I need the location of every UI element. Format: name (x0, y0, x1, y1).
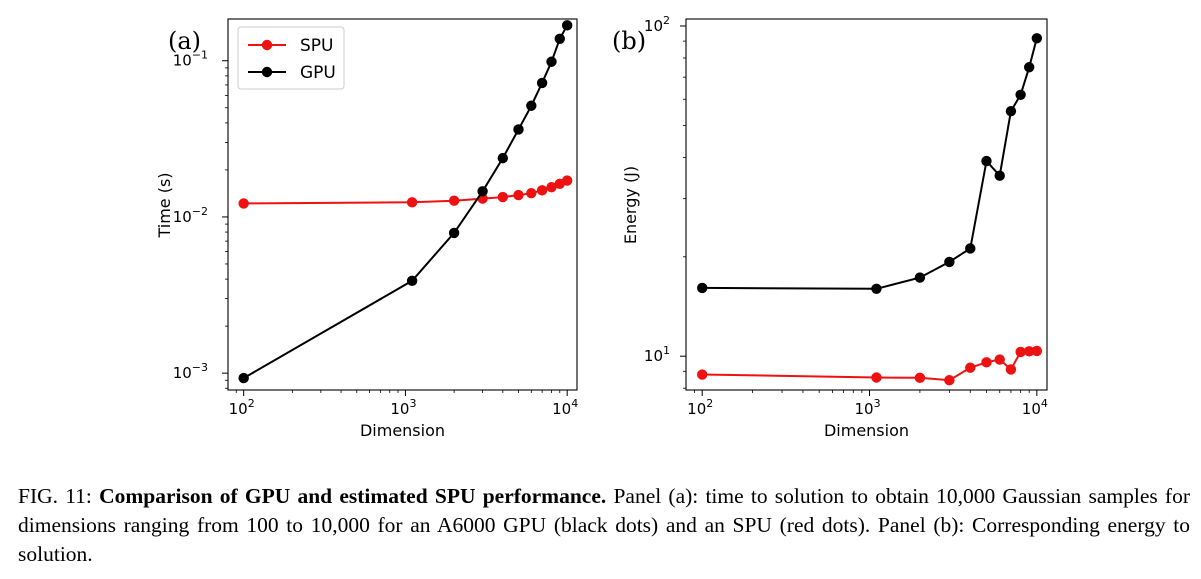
series-2-point (994, 354, 1005, 365)
gpu-point (448, 227, 460, 239)
legend-label: GPU (300, 63, 336, 83)
legend: SPU GPU (237, 26, 345, 90)
plot-frame (227, 18, 578, 391)
gpu-point (238, 372, 249, 384)
series-2-point (944, 374, 955, 386)
plot-frame (685, 18, 1048, 391)
spu-point (406, 197, 418, 208)
legend-label: SPU (300, 36, 334, 56)
series-1-point (871, 283, 882, 294)
y-axis-label: Energy (J) (621, 166, 640, 244)
gpu-point (526, 100, 537, 111)
series-1-point (965, 243, 976, 254)
series-2-point (871, 372, 882, 383)
spu-point (238, 198, 249, 209)
series-2-point (981, 357, 992, 368)
series-2-point (697, 369, 708, 380)
series-1-point (994, 170, 1005, 181)
series-2-point (1005, 364, 1017, 375)
figure-caption: FIG. 11: Comparison of GPU and estimated… (18, 482, 1190, 569)
series-1-point (1023, 62, 1035, 73)
series-2-point (1031, 345, 1043, 357)
series-2-point (914, 372, 926, 384)
y-tick-label: 10−3 (173, 361, 208, 382)
gpu-point (477, 186, 488, 197)
x-axis-label: Dimension (824, 421, 909, 440)
panel-label: (a) (168, 27, 201, 55)
gpu-point (546, 56, 557, 67)
caption-body: Panel (a): time to solution to obtain 10… (18, 484, 1190, 566)
x-tick-label: 104 (552, 397, 578, 418)
spu-point (513, 189, 524, 201)
spu-point (536, 185, 548, 196)
gpu-point (554, 33, 565, 44)
series-2-point (1023, 346, 1035, 357)
series-2-point (1015, 346, 1026, 358)
gpu-point (536, 77, 548, 89)
series-1-point (914, 272, 926, 283)
gpu-point (497, 152, 509, 164)
gpu-point (561, 20, 573, 31)
y-tick-label: 101 (644, 344, 670, 365)
series-1-point (981, 155, 992, 167)
x-axis-label: Dimension (360, 421, 445, 440)
spu-point (546, 182, 557, 193)
spu-point (526, 187, 537, 199)
legend-swatch-marker (261, 39, 273, 51)
series-1-point (1015, 89, 1026, 100)
caption-fig-label: FIG. 11: (18, 484, 92, 508)
series-1-point (1031, 33, 1043, 44)
caption-bold-title: Comparison of GPU and estimated SPU perf… (99, 484, 607, 508)
series-1-point (944, 256, 955, 268)
series-2-point (965, 362, 976, 373)
x-tick-label: 104 (1022, 397, 1048, 418)
spu-point (561, 175, 573, 186)
legend-swatch-marker (261, 66, 273, 78)
spu-point (497, 191, 509, 203)
panel-label: (b) (612, 27, 646, 55)
x-tick-label: 102 (229, 397, 255, 418)
spu-point (448, 195, 460, 206)
x-tick-label: 102 (687, 397, 713, 418)
panel-b: 102 103 104 101 102 Dimension Energy (J) (b) (612, 14, 1048, 440)
series-1-point (1005, 106, 1017, 117)
x-tick-label: 103 (390, 397, 416, 418)
gpu-point (513, 124, 524, 135)
y-axis-label: Time (s) (155, 172, 174, 238)
y-tick-label: 10−2 (173, 205, 208, 226)
series-1-point (697, 282, 708, 294)
x-tick-label: 103 (854, 397, 880, 418)
gpu-point (406, 275, 418, 287)
y-tick-label: 102 (644, 14, 670, 35)
